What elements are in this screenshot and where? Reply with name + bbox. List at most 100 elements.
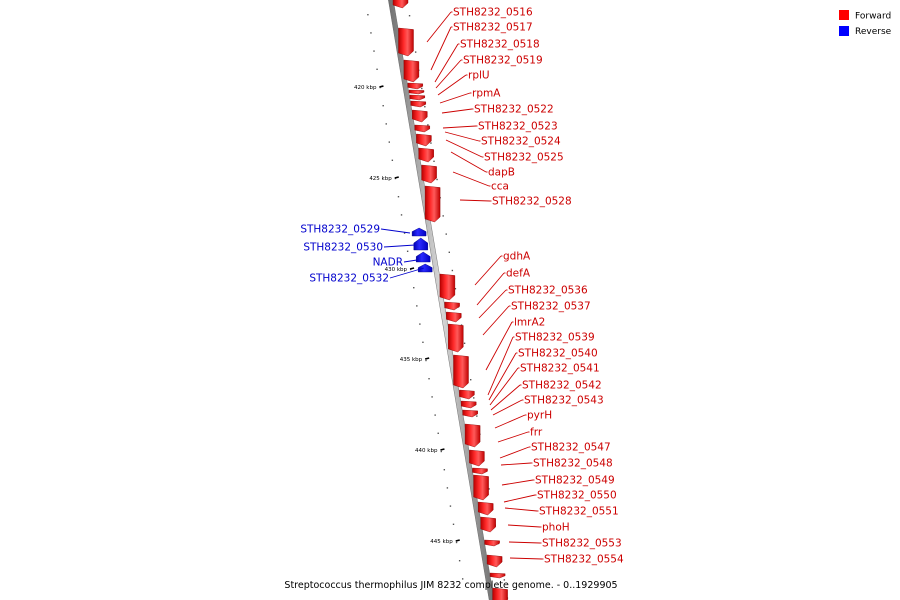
scale-tick: 430 kbp [385, 267, 415, 273]
label-connector [474, 255, 502, 286]
reverse-gene-arrow [418, 263, 433, 273]
forward-gene-arrow [489, 572, 506, 579]
forward-gene-arrow [418, 147, 434, 163]
gene-label: STH8232_0551 [539, 506, 619, 518]
label-connector [403, 259, 418, 263]
gene-labels: STH8232_0516 STH8232_0517 STH8232_0518 STH8… [300, 7, 624, 566]
outer-dot [413, 287, 415, 289]
scale-tick: 435 kbp [400, 357, 430, 363]
outer-dot [382, 105, 384, 107]
scale-tick-label: 430 kbp [385, 267, 408, 273]
forward-gene-arrow [472, 467, 488, 475]
gene-label: phoH [542, 522, 570, 534]
inner-dot [433, 160, 435, 162]
label-connector [504, 507, 538, 512]
forward-gene-arrow [408, 89, 425, 95]
inner-dot [470, 379, 472, 381]
forward-gene-arrow [453, 354, 469, 389]
gene-label: STH8232_0530 [303, 242, 383, 254]
scale-tick: 420 kbp [354, 85, 384, 91]
outer-dot [431, 396, 433, 398]
outer-dot [452, 523, 455, 525]
forward-gene-arrow [412, 109, 428, 123]
label-connector [430, 26, 452, 71]
label-connector [509, 557, 543, 560]
label-connector [389, 267, 425, 279]
gene-label: STH8232_0523 [478, 121, 558, 133]
inner-dot [414, 51, 417, 53]
outer-dot [406, 250, 409, 252]
forward-gene-arrow [461, 400, 477, 409]
scale-tick-mark [455, 539, 460, 542]
gene-label: rplU [468, 70, 490, 82]
inner-dot [451, 269, 454, 272]
gene-label: STH8232_0516 [453, 7, 533, 19]
forward-gene-arrow [410, 100, 426, 108]
forward-gene-arrow [416, 133, 432, 147]
reverse-gene-arrow [411, 227, 427, 237]
scale-tick-mark [394, 176, 399, 179]
forward-gene-arrow [462, 409, 478, 418]
gene-label: STH8232_0524 [481, 136, 561, 148]
outer-dot [437, 432, 439, 434]
label-connector [383, 244, 416, 248]
outer-dot [376, 68, 378, 70]
inner-dot [473, 397, 475, 399]
gene-label: STH8232_0518 [460, 39, 540, 51]
outer-dot [461, 578, 464, 580]
scale-tick-mark [424, 357, 430, 360]
outer-tick-dots [367, 14, 464, 580]
inner-dot [448, 251, 450, 253]
outer-dot [388, 141, 390, 143]
label-connector [459, 199, 491, 202]
outer-dot [403, 232, 406, 234]
inner-dot [424, 106, 426, 108]
forward-gene-arrow [486, 554, 503, 568]
outer-dot [446, 487, 449, 489]
inner-dot [463, 342, 466, 344]
legend-swatch-reverse [839, 26, 849, 36]
outer-dot [367, 14, 369, 16]
inner-dot [442, 215, 444, 217]
legend: Forward Reverse [839, 10, 892, 37]
label-connector [444, 131, 480, 142]
legend-item-forward: Forward [839, 10, 891, 22]
label-connector [380, 228, 411, 234]
legend-item-reverse: Reverse [839, 26, 892, 37]
label-connector [442, 125, 477, 129]
gene-label: STH8232_0540 [518, 348, 598, 360]
gene-label: lmrA2 [514, 317, 545, 329]
forward-gene-arrow [484, 539, 500, 547]
inner-dot [430, 142, 432, 144]
label-connector [478, 289, 507, 319]
forward-gene-arrow [444, 301, 460, 311]
outer-dot [449, 505, 452, 507]
gene-label: gdhA [503, 251, 531, 263]
label-connector [487, 336, 514, 396]
gene-label: STH8232_0529 [300, 224, 380, 236]
gene-label: pyrH [527, 410, 552, 422]
outer-dot [373, 50, 375, 52]
legend-label-forward: Forward [855, 12, 891, 22]
outer-dot [440, 450, 442, 453]
forward-gene-arrow [446, 311, 462, 323]
label-connector [437, 74, 467, 96]
gene-label: STH8232_0547 [531, 442, 611, 454]
inner-dot [408, 15, 411, 17]
gene-label: STH8232_0536 [508, 285, 588, 297]
label-connectors [380, 11, 544, 560]
forward-gene-arrow [464, 423, 481, 448]
outer-dot [422, 341, 424, 343]
outer-dot [434, 414, 436, 416]
scale-tick: 425 kbp [369, 176, 399, 182]
gene-features [392, 0, 508, 600]
outer-dot [385, 123, 387, 125]
scale-tick-label: 435 kbp [400, 357, 423, 363]
label-connector [507, 524, 541, 528]
forward-gene-arrow [409, 94, 425, 101]
forward-gene-arrow [478, 501, 494, 516]
outer-dot [419, 323, 421, 325]
forward-gene-arrow [469, 449, 485, 467]
outer-dot [458, 560, 461, 562]
